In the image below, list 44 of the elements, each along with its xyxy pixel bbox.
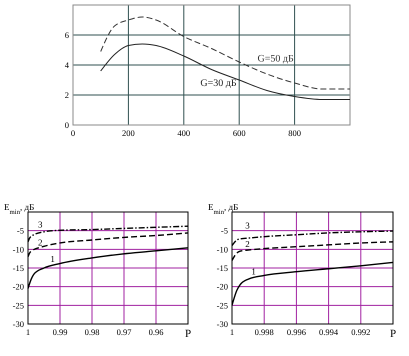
x-tick-label: 600 (232, 128, 246, 138)
x-tick-label: 0.99 (52, 327, 68, 337)
y-tick-label: -25 (216, 300, 228, 310)
y-tick-label: 4 (64, 60, 70, 70)
series-label: 1 (251, 266, 256, 276)
line-series (100, 44, 350, 100)
series-label: G=50 дБ (258, 54, 294, 65)
x-tick-label: 0.96 (148, 327, 164, 337)
y-tick-label: -20 (12, 282, 24, 292)
y-tick-label: -15 (216, 263, 228, 273)
y-tick-label: 2 (64, 90, 69, 100)
y-tick-label: -30 (216, 319, 228, 329)
y-tick-label: -25 (12, 300, 24, 310)
y-tick-label: 6 (64, 30, 69, 40)
series-label: 3 (245, 220, 250, 231)
x-axis-title: P (390, 328, 396, 340)
x-tick-label: 0.994 (319, 327, 339, 337)
series-label: 1 (50, 254, 55, 264)
y-tick-label: -15 (12, 263, 24, 273)
x-tick-label: 800 (288, 128, 301, 138)
x-tick-label: 0.97 (116, 327, 132, 337)
y-tick-label: -10 (216, 244, 228, 254)
x-tick-label: 0.98 (84, 327, 100, 337)
y-tick-label: -10 (12, 244, 24, 254)
x-tick-label: 400 (177, 128, 190, 138)
x-tick-label: 1 (26, 327, 30, 337)
y-axis-title: E$_{min}$, дБ (208, 202, 238, 216)
y-tick-label: -5 (220, 226, 228, 236)
x-tick-label: 0.996 (286, 327, 306, 337)
series-label: G=30 дБ (200, 78, 237, 90)
x-tick-label: 0.992 (351, 327, 370, 337)
x-axis-title: P (184, 328, 192, 340)
series-label: 3 (38, 220, 43, 230)
y-tick-label: -5 (16, 226, 24, 236)
y-tick-label: -20 (216, 282, 228, 292)
y-axis-title: E$_{min}$, дБ (4, 202, 34, 216)
line-series (100, 16, 350, 90)
y-tick-label: 0 (64, 120, 69, 130)
y-tick-label: -30 (12, 319, 24, 329)
x-tick-label: 0.998 (254, 327, 274, 337)
series-label: 2 (245, 238, 250, 249)
x-tick-label: 1 (230, 327, 234, 337)
series-label: 2 (38, 237, 42, 248)
x-tick-label: 200 (122, 128, 135, 138)
